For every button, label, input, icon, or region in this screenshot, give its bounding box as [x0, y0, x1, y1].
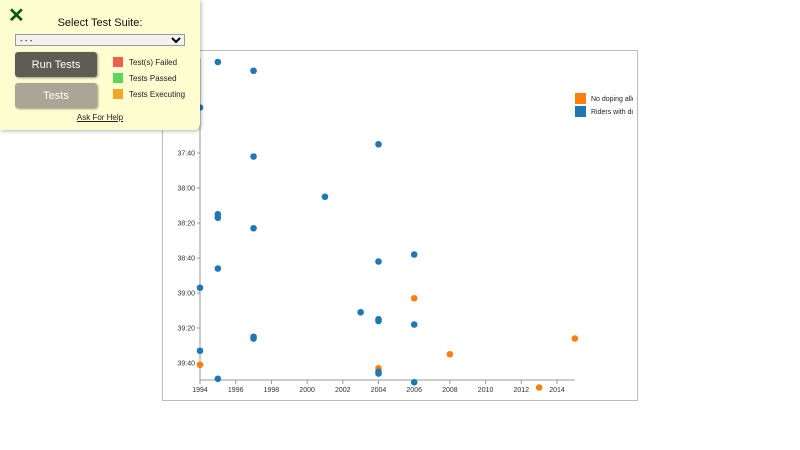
legend-label: Riders with dop [591, 109, 639, 116]
failed-swatch [113, 57, 123, 67]
test-suite-panel: ✕ Select Test Suite: - - - Run Tests Tes… [0, 0, 200, 130]
legend-label: Tests Passed [129, 73, 177, 83]
dot-doping[interactable] [357, 308, 364, 316]
y-tick-label: 39:20 [177, 326, 195, 333]
dot-doping[interactable] [214, 265, 222, 272]
x-tick-label: 2010 [478, 387, 494, 394]
dot-doping[interactable] [375, 370, 382, 377]
data-points [196, 58, 579, 391]
dot-doping[interactable] [250, 153, 257, 160]
dot-no-doping[interactable] [196, 361, 204, 369]
dot-no-doping[interactable] [571, 335, 579, 342]
close-icon[interactable]: ✕ [8, 5, 25, 27]
run-tests-button[interactable]: Run Tests [15, 52, 97, 77]
dot-no-doping[interactable] [535, 384, 543, 391]
y-tick-label: 38:40 [177, 256, 195, 263]
legend-label: Test(s) Failed [129, 57, 178, 67]
y-tick-label: 37:40 [177, 151, 195, 158]
dot-no-doping[interactable] [410, 294, 418, 302]
dot-doping[interactable] [375, 140, 382, 148]
dot-doping[interactable] [250, 67, 257, 75]
ask-for-help-link[interactable]: Ask For Help [76, 113, 124, 122]
dot-doping[interactable] [250, 335, 257, 342]
dot-doping[interactable] [410, 251, 418, 258]
x-tick-label: 2006 [406, 387, 422, 394]
test-suite-select[interactable]: - - - [15, 34, 185, 46]
chart-frame [162, 50, 638, 401]
dot-doping[interactable] [214, 375, 222, 383]
legend-swatch [575, 93, 586, 104]
legend-failed: Test(s) Failed [113, 57, 177, 67]
dot-doping[interactable] [250, 224, 257, 232]
x-tick-label: 2014 [549, 387, 565, 394]
dot-doping[interactable] [196, 284, 204, 292]
y-tick-label: 39:40 [177, 361, 195, 368]
dot-doping[interactable] [375, 258, 382, 265]
chart-legend: No doping alle Riders with dop [575, 93, 639, 117]
x-tick-label: 2008 [442, 387, 458, 394]
legend-passed: Tests Passed [113, 73, 177, 83]
dot-doping[interactable] [214, 58, 222, 66]
legend-swatch [575, 106, 586, 117]
dot-doping[interactable] [410, 321, 418, 328]
executing-swatch [113, 89, 123, 99]
x-tick-label: 2002 [335, 387, 351, 394]
dot-doping[interactable] [196, 347, 204, 355]
dot-doping[interactable] [321, 193, 329, 201]
x-tick-label: 2012 [514, 387, 530, 394]
legend-label: Tests Executing [129, 89, 186, 99]
x-tick-label: 1994 [192, 387, 208, 394]
dot-doping[interactable] [375, 317, 382, 325]
y-tick-label: 38:00 [177, 186, 195, 193]
y-tick-label: 39:00 [177, 291, 195, 298]
select-test-suite-label: Select Test Suite: [57, 17, 143, 29]
dot-doping[interactable] [410, 378, 418, 386]
x-tick-label: 2004 [371, 387, 387, 394]
passed-swatch [113, 73, 123, 83]
legend-label: No doping alle [591, 96, 636, 103]
x-axis: 1994 1996 1998 2000 2002 2004 2006 2008 2010 2012… [192, 379, 575, 394]
x-tick-label: 2000 [299, 387, 315, 394]
tests-button[interactable]: Tests [15, 83, 97, 108]
dot-doping[interactable] [214, 214, 222, 222]
x-tick-label: 1998 [264, 387, 280, 394]
x-tick-label: 1996 [228, 387, 244, 394]
legend-executing: Tests Executing [113, 89, 185, 99]
dot-no-doping[interactable] [446, 350, 454, 358]
y-tick-label: 38:20 [177, 221, 195, 228]
